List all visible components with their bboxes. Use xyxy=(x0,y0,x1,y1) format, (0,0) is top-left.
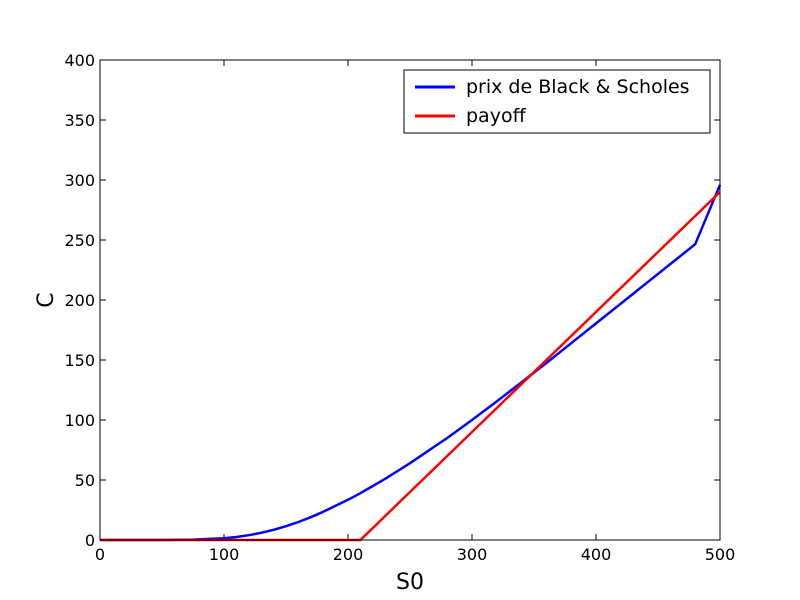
y-tick-label: 50 xyxy=(75,471,95,490)
x-tick-label: 100 xyxy=(209,545,240,564)
x-tick-label: 0 xyxy=(95,545,105,564)
y-tick-label: 150 xyxy=(64,351,95,370)
y-tick-label: 200 xyxy=(64,291,95,310)
y-tick-label: 100 xyxy=(64,411,95,430)
y-tick-label: 400 xyxy=(64,51,95,70)
legend: prix de Black & Scholes payoff xyxy=(403,69,711,134)
series-line-black-scholes xyxy=(100,184,722,542)
plot-frame xyxy=(99,59,721,541)
y-tick-label: 0 xyxy=(85,531,95,550)
x-axis-title: S0 xyxy=(396,570,424,595)
series-line-payoff xyxy=(100,191,721,542)
y-tick-label: 250 xyxy=(64,231,95,250)
y-tick-label: 350 xyxy=(64,111,95,130)
y-tick-label: 300 xyxy=(64,171,95,190)
x-tick-label: 300 xyxy=(457,545,488,564)
x-tick-label: 400 xyxy=(581,545,612,564)
y-axis-title: C xyxy=(34,292,59,307)
legend-box xyxy=(403,69,711,134)
x-tick-label: 500 xyxy=(705,545,736,564)
series-layer xyxy=(100,184,722,542)
x-tick-label: 200 xyxy=(333,545,364,564)
legend-label-payoff: payoff xyxy=(466,105,527,127)
legend-label-black-scholes: prix de Black & Scholes xyxy=(466,76,690,98)
tick-label-layer: 0 100 200 300 400 500 0 50 100 150 200 250 300 350 400 xyxy=(64,51,735,564)
